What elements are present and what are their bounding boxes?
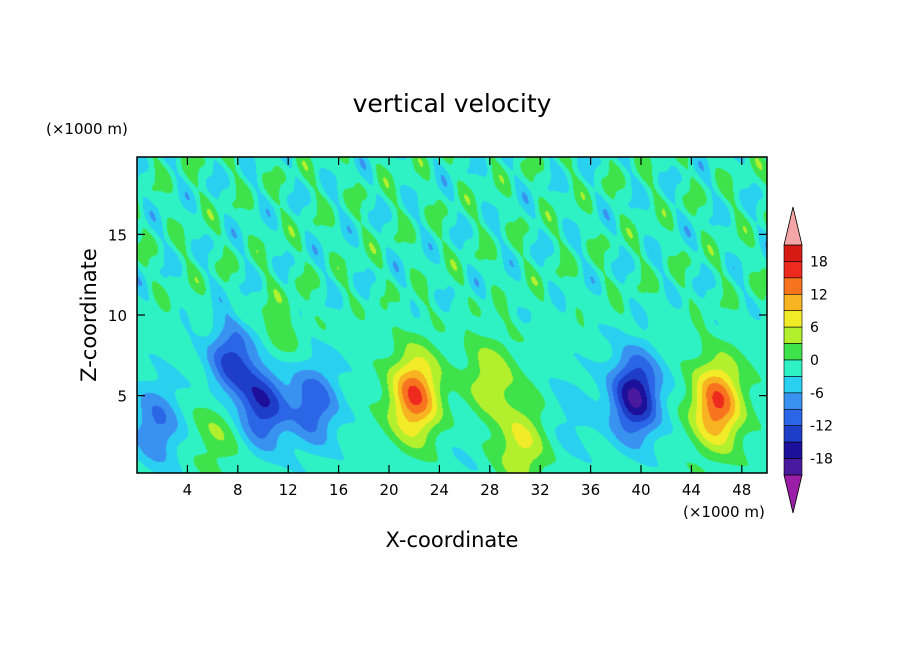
y-axis: 5 10 15 — [108, 226, 767, 406]
y-axis-label: Z-coordinate — [77, 248, 101, 382]
colorbar-cell — [783, 359, 803, 377]
x-tick-label: 12 — [279, 481, 298, 499]
colorbar-cell — [783, 293, 803, 312]
colorbar-cell — [783, 326, 803, 344]
x-tick-label: 28 — [480, 481, 499, 499]
x-tick-label: 8 — [233, 481, 243, 499]
y-units-label: (×1000 m) — [46, 120, 128, 138]
colorbar-cell — [783, 376, 803, 394]
x-axis: 4 8 12 16 20 24 28 32 36 40 44 48 — [183, 157, 751, 499]
plot-area — [136, 156, 768, 474]
x-tick-label: 44 — [682, 481, 701, 499]
chart-title: vertical velocity — [353, 89, 552, 118]
colorbar-cell — [783, 310, 803, 328]
x-units-label: (×1000 m) — [683, 503, 765, 521]
colorbar-cell — [783, 261, 803, 279]
x-tick-label: 20 — [379, 481, 398, 499]
colorbar-cell — [783, 244, 803, 262]
x-tick-label: 32 — [531, 481, 550, 499]
colorbar-cell — [783, 277, 803, 295]
x-tick-label: 40 — [631, 481, 650, 499]
heatmap-field — [137, 157, 767, 473]
colorbar-label: -6 — [810, 386, 824, 402]
y-tick-label: 15 — [108, 226, 127, 244]
x-axis-label: X-coordinate — [386, 528, 519, 552]
colorbar-extend-max — [783, 206, 803, 246]
colorbar-cell — [783, 392, 803, 410]
colorbar-cell — [783, 408, 803, 427]
colorbar-label: -18 — [810, 452, 833, 468]
colorbar-cell — [783, 458, 803, 476]
colorbar-extend-min — [783, 474, 803, 514]
colorbar-cell — [783, 343, 803, 361]
colorbar-cell — [783, 425, 803, 443]
x-tick-label: 36 — [581, 481, 600, 499]
x-tick-label: 48 — [732, 481, 751, 499]
colorbar: 18 12 6 0 -6 -12 -18 — [783, 206, 833, 514]
colorbar-label: 6 — [810, 320, 819, 336]
colorbar-label: 0 — [810, 353, 819, 369]
x-tick-label: 24 — [430, 481, 449, 499]
x-tick-label: 4 — [183, 481, 193, 499]
x-tick-label: 16 — [329, 481, 348, 499]
colorbar-label: 18 — [810, 254, 828, 270]
colorbar-label: 12 — [810, 287, 828, 303]
y-tick-label: 10 — [108, 307, 127, 325]
y-tick-label: 5 — [117, 388, 127, 406]
colorbar-label: -12 — [810, 419, 833, 435]
colorbar-cell — [783, 441, 803, 459]
